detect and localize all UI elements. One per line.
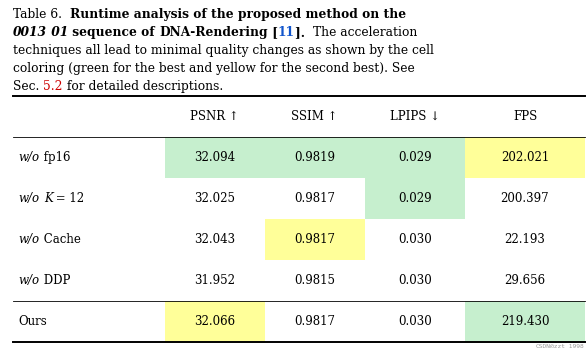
- Text: 29.656: 29.656: [505, 274, 546, 287]
- Text: 0.029: 0.029: [398, 151, 432, 164]
- Text: 32.066: 32.066: [194, 315, 235, 328]
- Text: SSIM ↑: SSIM ↑: [292, 110, 338, 123]
- Text: FPS: FPS: [513, 110, 537, 123]
- Text: K: K: [44, 192, 52, 205]
- Text: 0.030: 0.030: [398, 274, 432, 287]
- Bar: [365, 178, 465, 219]
- Text: 0013: 0013: [13, 26, 47, 39]
- Bar: [265, 219, 365, 260]
- Text: 32.025: 32.025: [194, 192, 235, 205]
- Text: Cache: Cache: [40, 233, 81, 246]
- Text: 0.9817: 0.9817: [294, 233, 335, 246]
- Text: 0.030: 0.030: [398, 233, 432, 246]
- Text: 202.021: 202.021: [501, 151, 549, 164]
- Text: techniques all lead to minimal quality changes as shown by the cell: techniques all lead to minimal quality c…: [13, 44, 434, 57]
- Text: 01: 01: [47, 26, 68, 39]
- Text: w/o: w/o: [19, 274, 40, 287]
- Text: ].: ].: [295, 26, 313, 39]
- Text: for detailed descriptions.: for detailed descriptions.: [63, 80, 223, 93]
- Text: PSNR ↑: PSNR ↑: [191, 110, 239, 123]
- Text: 32.043: 32.043: [194, 233, 235, 246]
- Bar: [165, 301, 265, 342]
- Text: 32.094: 32.094: [194, 151, 235, 164]
- Text: [: [: [268, 26, 278, 39]
- Text: 0.030: 0.030: [398, 315, 432, 328]
- Text: CSDN@zzt_1998: CSDN@zzt_1998: [535, 343, 584, 348]
- Bar: [465, 137, 585, 178]
- Text: fp16: fp16: [40, 151, 71, 164]
- Text: coloring (green for the best and yellow for the second best). See: coloring (green for the best and yellow …: [13, 62, 415, 74]
- Text: = 12: = 12: [52, 192, 85, 205]
- Text: Ours: Ours: [19, 315, 48, 328]
- Text: w/o: w/o: [19, 192, 40, 205]
- Text: 22.193: 22.193: [505, 233, 546, 246]
- Text: DDP: DDP: [40, 274, 71, 287]
- Text: LPIPS ↓: LPIPS ↓: [390, 110, 440, 123]
- Text: 0.9817: 0.9817: [294, 192, 335, 205]
- Text: w/o: w/o: [19, 151, 40, 164]
- Bar: [165, 137, 265, 178]
- Text: DNA-Rendering: DNA-Rendering: [159, 26, 268, 39]
- Text: 0.9817: 0.9817: [294, 315, 335, 328]
- Text: 5.2: 5.2: [43, 80, 63, 93]
- Text: The acceleration: The acceleration: [313, 26, 417, 39]
- Text: Runtime analysis of the proposed method on the: Runtime analysis of the proposed method …: [70, 8, 406, 21]
- Bar: [365, 137, 465, 178]
- Text: Sec.: Sec.: [13, 80, 43, 93]
- Text: 11: 11: [278, 26, 295, 39]
- Text: sequence of: sequence of: [68, 26, 159, 39]
- Bar: [265, 137, 365, 178]
- Text: w/o: w/o: [19, 233, 40, 246]
- Text: 0.9815: 0.9815: [294, 274, 335, 287]
- Bar: [465, 301, 585, 342]
- Text: Table 6.: Table 6.: [13, 8, 70, 21]
- Text: 0.029: 0.029: [398, 192, 432, 205]
- Text: 31.952: 31.952: [194, 274, 235, 287]
- Text: 200.397: 200.397: [500, 192, 549, 205]
- Text: 0.9819: 0.9819: [294, 151, 335, 164]
- Text: 219.430: 219.430: [501, 315, 549, 328]
